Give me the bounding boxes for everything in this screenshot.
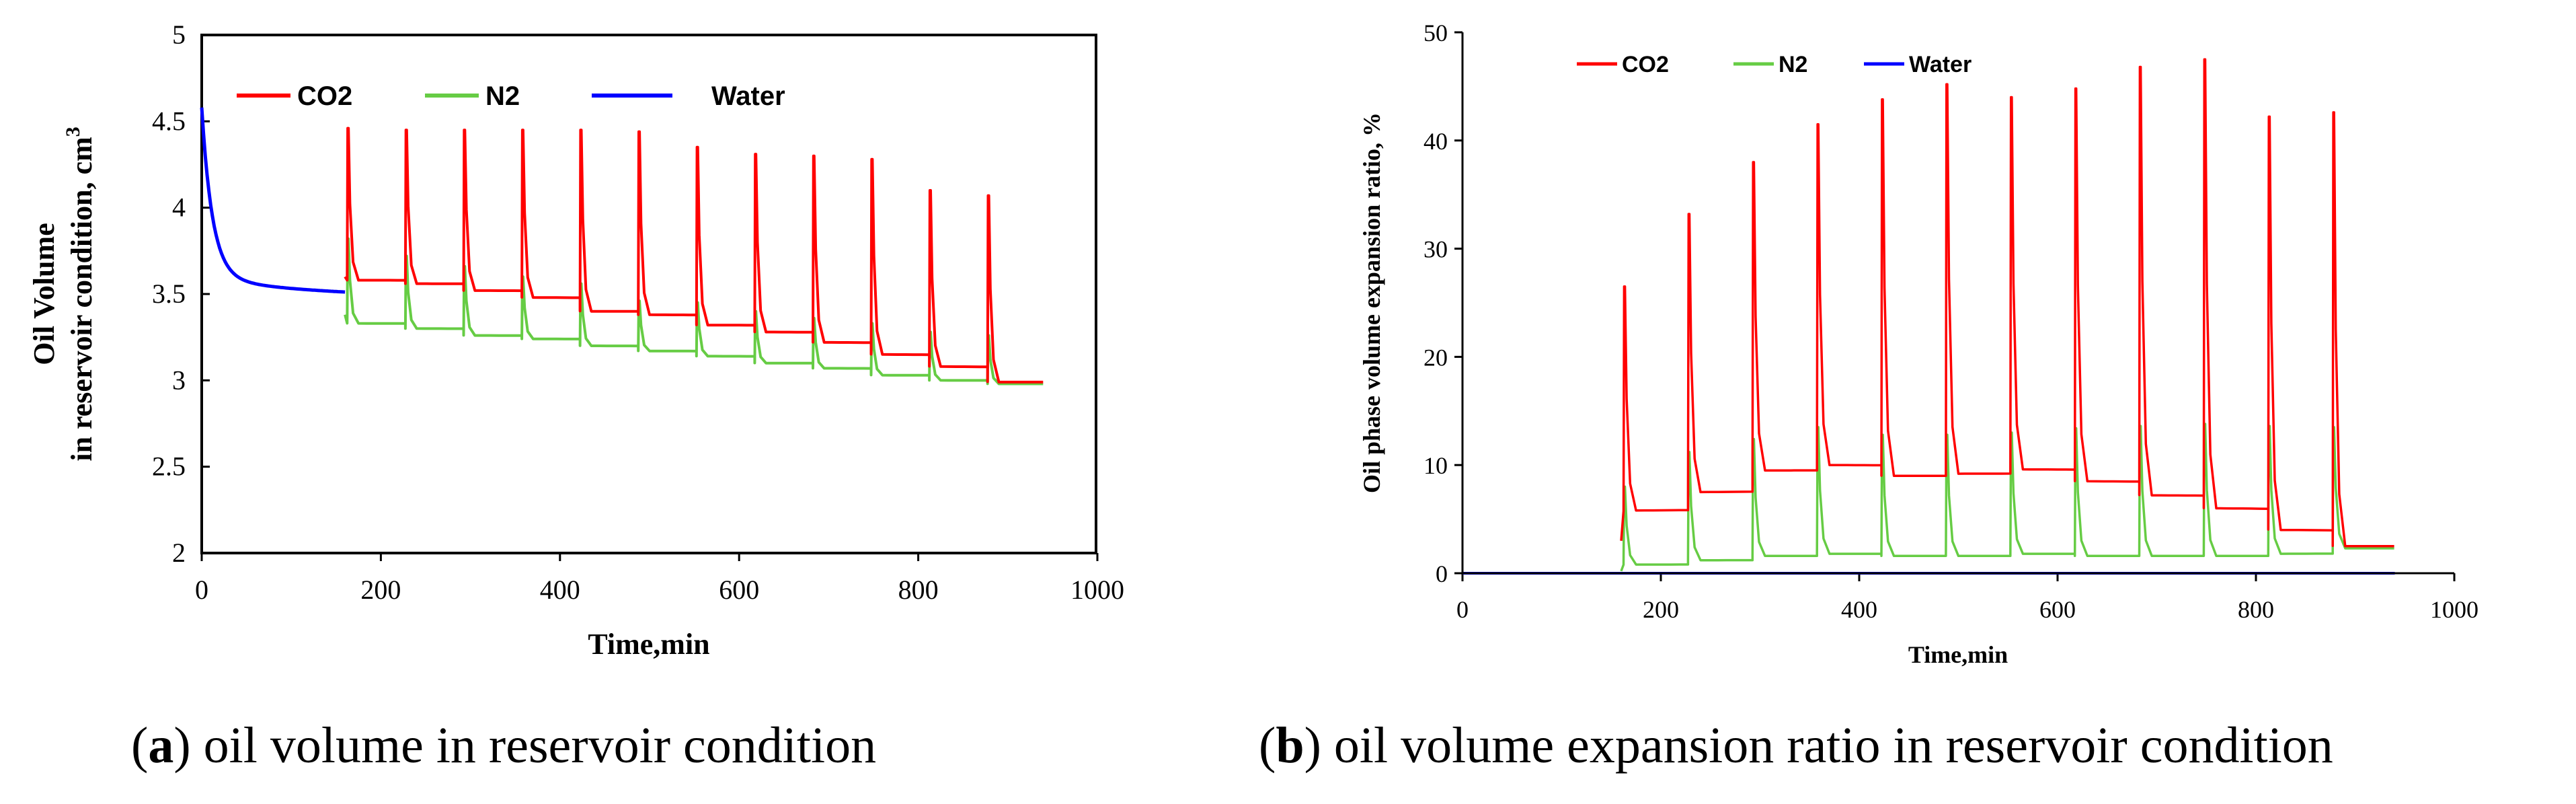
y-tick-label: 10 [1423, 452, 1448, 479]
panel-a-y-ticks: 2 2.5 3 3.5 4 4.5 5 [152, 20, 210, 568]
caption-a: (a) oil volume in reservoir condition [131, 717, 877, 774]
panel-b-series [1462, 58, 2395, 575]
y-tick-label: 4.5 [152, 106, 186, 136]
x-tick-label: 0 [1456, 596, 1469, 623]
y-tick-label: 3 [172, 365, 186, 395]
panel-a-x-ticks: 0 200 400 600 800 1000 [195, 553, 1124, 605]
y-tick-label: 4 [172, 192, 186, 223]
caption-b-text: oil volume expansion ratio in reservoir … [1321, 717, 2333, 774]
x-tick-label: 1000 [1070, 575, 1124, 605]
x-tick-label: 200 [360, 575, 401, 605]
panel-a-plot-frame [200, 34, 1097, 554]
caption-a-letter: a [148, 717, 174, 774]
y-tick-label: 30 [1423, 236, 1448, 263]
x-tick-label: 200 [1643, 596, 1679, 623]
panel-a-y-axis-label: Oil Volume in reservoir condition, cm3 [28, 126, 98, 461]
legend-a-water-label: Water [711, 81, 785, 111]
caption-b: (b) oil volume expansion ratio in reserv… [1259, 717, 2333, 774]
panel-b-x-ticks: 0 200 400 600 800 1000 [1456, 573, 2479, 623]
x-tick-label: 400 [540, 575, 580, 605]
caption-b-letter: b [1276, 717, 1304, 774]
caption-a-text: oil volume in reservoir condition [190, 717, 877, 774]
y-tick-label: 40 [1423, 128, 1448, 155]
legend-b-water-label: Water [1909, 52, 1972, 77]
panel-b-legend: CO2 N2 Water [1577, 52, 1972, 77]
x-tick-label: 1000 [2430, 596, 2479, 623]
legend-b-n2-label: N2 [1779, 52, 1807, 77]
y-tick-label: 2.5 [152, 451, 186, 482]
x-tick-label: 600 [719, 575, 759, 605]
legend-b-co2-label: CO2 [1622, 52, 1669, 77]
legend-a-n2-label: N2 [485, 81, 520, 111]
legend-a-co2-label: CO2 [297, 81, 352, 111]
x-tick-label: 600 [2039, 596, 2076, 623]
y-tick-label: 50 [1423, 20, 1448, 46]
panel-b-x-axis-label: Time,min [1908, 641, 2008, 668]
y-tick-label: 5 [172, 20, 186, 50]
panel-b-y-ticks: 0 10 20 30 40 50 [1423, 20, 1462, 587]
series-b-co2-line [1620, 58, 2394, 548]
x-tick-label: 400 [1841, 596, 1877, 623]
y-tick-label: 0 [1436, 560, 1448, 587]
panel-b-chart: 0 10 20 30 40 50 0 200 400 600 800 1000 CO2 N2 Wat… [1358, 20, 2479, 668]
panel-b-y-axis-label: Oil phase volume expansion ratio, % [1358, 112, 1385, 493]
y-tick-label: 20 [1423, 344, 1448, 371]
y-tick-label: 2 [172, 538, 186, 568]
series-a-n2-line [344, 237, 1044, 386]
series-b-n2-line [1620, 423, 2394, 572]
x-tick-label: 800 [898, 575, 939, 605]
series-a-co2-line [344, 126, 1044, 383]
x-tick-label: 0 [195, 575, 208, 605]
panel-a-legend: CO2 N2 Water [237, 81, 785, 111]
panel-a-chart: 2 2.5 3 3.5 4 4.5 5 0 200 400 600 800 1000 CO2 N2 W… [28, 20, 1124, 661]
panel-a-ylabel-line2: in reservoir condition, cm3 [62, 126, 98, 461]
series-a-water-line [200, 107, 346, 294]
panel-a-ylabel-line1: Oil Volume [28, 223, 61, 365]
x-tick-label: 800 [2238, 596, 2274, 623]
y-tick-label: 3.5 [152, 279, 186, 309]
panel-a-x-axis-label: Time,min [588, 628, 709, 661]
panel-a-series [200, 107, 1044, 386]
